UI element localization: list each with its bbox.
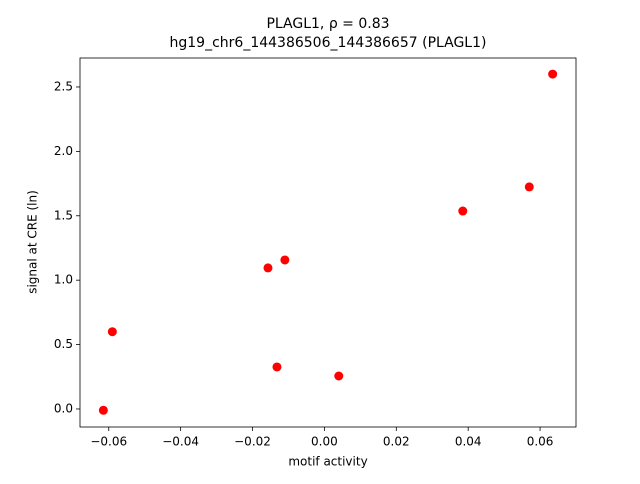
y-tick-label: 1.5 [54, 208, 73, 222]
x-tick-label: −0.04 [162, 435, 199, 449]
point [107, 327, 117, 337]
point [458, 206, 468, 216]
point [548, 69, 558, 79]
plot-frame [79, 57, 577, 428]
y-tick-label: 2.5 [54, 79, 73, 93]
y-tick-label: 2.0 [54, 144, 73, 158]
x-axis-label: motif activity [288, 455, 367, 469]
point [272, 362, 282, 372]
point [524, 182, 534, 192]
chart-title: PLAGL1, ρ = 0.83 [266, 16, 389, 32]
point [334, 371, 344, 381]
y-axis-label: signal at CRE (ln) [26, 190, 40, 294]
point [98, 405, 108, 415]
y-tick-label: 0.5 [54, 337, 73, 351]
y-tick-label: 0.0 [54, 401, 73, 415]
x-tick-label: 0.06 [527, 435, 554, 449]
x-tick-label: 0.04 [455, 435, 482, 449]
x-tick-label: −0.02 [234, 435, 271, 449]
x-tick-label: −0.06 [90, 435, 127, 449]
x-tick-label: 0.02 [383, 435, 410, 449]
point [263, 263, 273, 273]
y-tick-label: 1.0 [54, 273, 73, 287]
x-tick-label: 0.00 [311, 435, 338, 449]
chart-subtitle: hg19_chr6_144386506_144386657 (PLAGL1) [170, 35, 487, 51]
point [280, 255, 290, 265]
